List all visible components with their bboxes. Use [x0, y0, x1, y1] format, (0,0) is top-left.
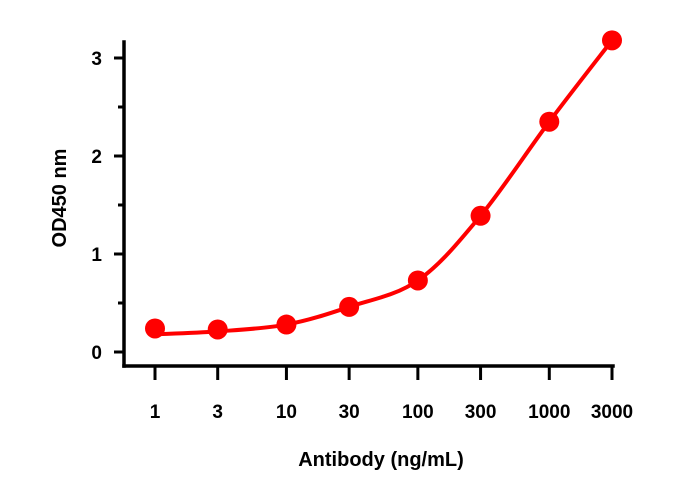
x-tick-label: 3000 — [591, 402, 633, 423]
x-tick-label: 3 — [212, 402, 223, 423]
y-tick-label: 2 — [91, 147, 102, 168]
data-point — [145, 318, 165, 339]
y-tick-label: 3 — [91, 49, 102, 70]
axes — [122, 40, 615, 368]
data-point — [539, 111, 560, 132]
data-point — [207, 319, 228, 340]
x-tick-label: 30 — [339, 402, 360, 423]
data-point — [407, 270, 428, 291]
x-tick-label: 100 — [402, 402, 434, 423]
x-tick-label: 1000 — [528, 402, 570, 423]
data-points — [145, 30, 622, 340]
x-tick-label: 300 — [465, 402, 497, 423]
fit-line — [153, 38, 614, 337]
data-point — [339, 296, 360, 317]
data-point — [470, 205, 491, 226]
x-tick-label: 10 — [276, 402, 297, 423]
data-point — [276, 314, 297, 335]
x-axis-label: Antibody (ng/mL) — [298, 449, 464, 471]
y-tick-label: 1 — [91, 245, 102, 266]
y-tick-label: 0 — [91, 343, 102, 364]
ticks: 0 1 2 3 1 3 10 30 100 300 1000 3000 — [91, 49, 633, 423]
fit-curve — [153, 38, 614, 337]
x-tick-label: 1 — [150, 402, 161, 423]
data-point — [602, 30, 622, 51]
y-axis-label: OD450 nm — [49, 149, 71, 248]
